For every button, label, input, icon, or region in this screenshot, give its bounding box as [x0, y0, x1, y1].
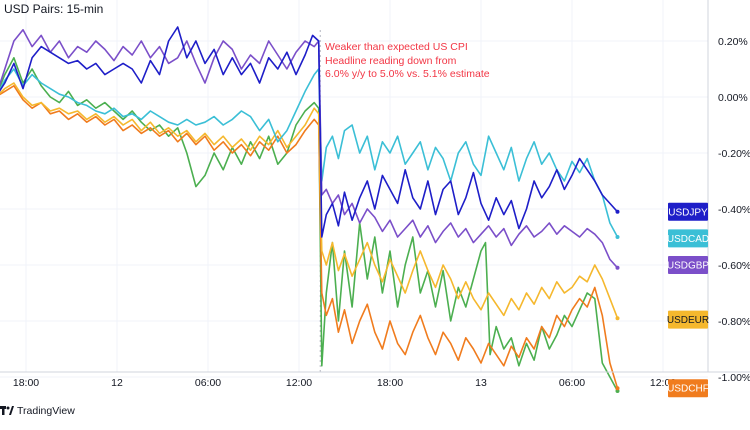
series-line-usdchf [0, 85, 619, 389]
series-endpoint [615, 235, 620, 239]
y-tick-label: 0.00% [718, 92, 748, 104]
x-tick-label: 12 [111, 377, 123, 389]
tradingview-icon [0, 406, 14, 415]
x-tick-label: 18:00 [13, 377, 39, 389]
x-tick-label: 12:00 [286, 377, 312, 389]
price-tag-label: USDCAD [667, 234, 709, 245]
price-tag-usdjpy: USDJPY [668, 202, 708, 221]
series-line-usdeur [0, 82, 619, 319]
tradingview-logo[interactable]: TradingView [0, 405, 75, 417]
chart-title: USD Pairs: 15-min [4, 2, 104, 16]
price-tag-usdchf: USDCHF [667, 379, 709, 398]
price-tag-bg [668, 256, 708, 274]
price-tag-bg [668, 229, 708, 248]
series-line-usdjpy [0, 26, 619, 238]
price-tag-usdcad: USDCAD [667, 229, 709, 248]
price-tag-bg [668, 310, 708, 329]
price-tag-label: USDEUR [667, 315, 709, 326]
x-tick-label: 13 [475, 377, 487, 389]
price-tag-label: USDGBP [667, 261, 710, 272]
series-endpoint [615, 389, 620, 393]
series-endpoint [615, 265, 620, 270]
price-tag-bg [668, 379, 708, 398]
series-endpoint [615, 386, 620, 391]
y-tick-label: -0.40% [718, 204, 750, 216]
series-line-usdcad [0, 68, 619, 238]
x-tick-label: 06:00 [195, 377, 221, 389]
price-tag-label: USDCHF [667, 384, 709, 395]
y-tick-label: -1.00% [718, 372, 750, 384]
x-tick-label: 18:00 [377, 377, 403, 389]
price-tag-label: USDJPY [668, 207, 708, 218]
brand-name: TradingView [17, 405, 75, 417]
x-tick-label: 06:00 [559, 377, 585, 389]
y-tick-label: -0.60% [718, 260, 750, 272]
y-tick-label: -0.20% [718, 148, 750, 160]
series-endpoint [615, 316, 620, 321]
price-tag-bg [668, 202, 708, 221]
price-tags: USDJPY USDCAD USDGBP USDEUR USDCHF [667, 202, 710, 398]
series-lines [0, 26, 620, 393]
annotation-line: Headline reading down from [325, 54, 457, 67]
series-line-usdgbp [0, 29, 619, 269]
price-tag-usdgbp: USDGBP [667, 256, 710, 274]
annotation-line: Weaker than expected US CPI [325, 41, 468, 53]
annotation-line: 6.0% y/y to 5.0% vs. 5.1% estimate [325, 68, 490, 80]
cpi-annotation: Weaker than expected US CPI Headline rea… [325, 41, 490, 82]
price-tag-usdeur: USDEUR [667, 310, 709, 329]
series-endpoint [615, 209, 620, 214]
y-tick-label: 0.20% [718, 36, 748, 48]
y-axis-labels: 0.40%0.20%0.00%-0.20%-0.40%-0.60%-0.80%-… [718, 36, 750, 384]
y-tick-label: -0.80% [718, 316, 750, 328]
x-axis-labels: 18:00 12 06:00 12:00 18:00 13 06:00 12:00 [13, 377, 676, 389]
